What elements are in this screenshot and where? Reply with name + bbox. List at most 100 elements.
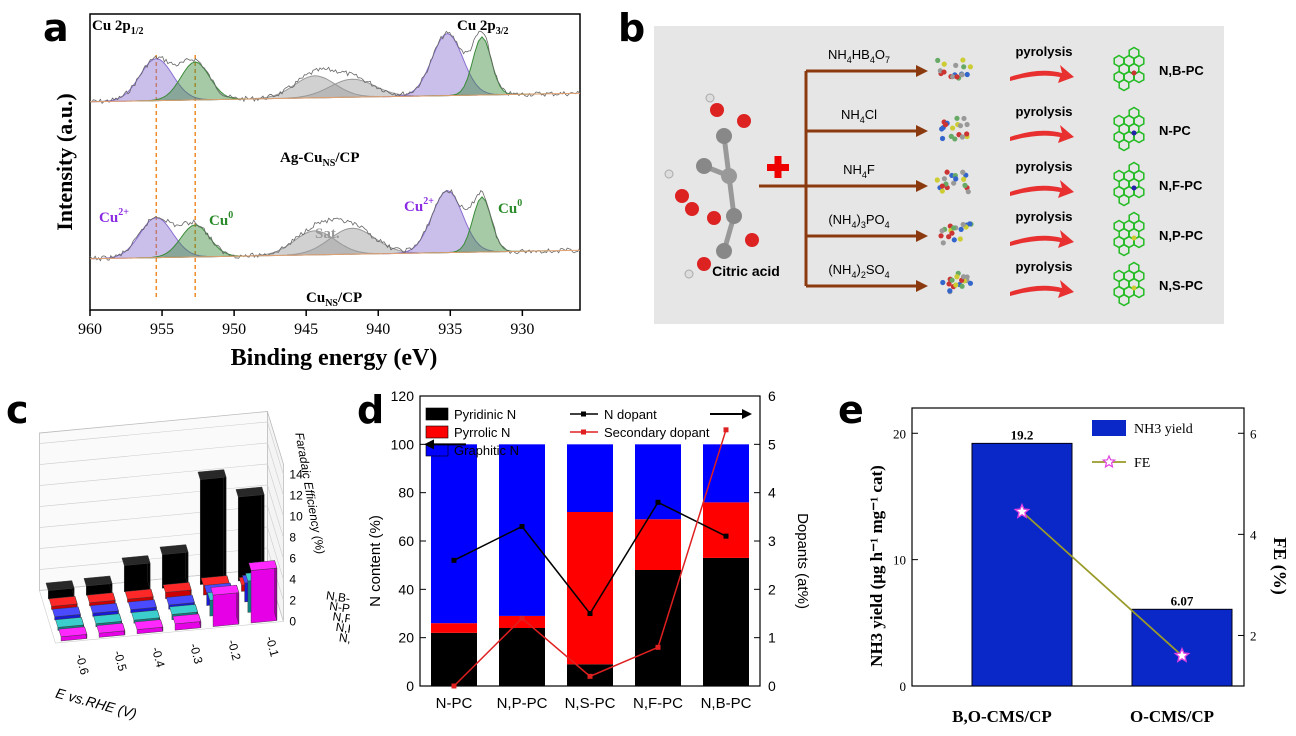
- cu2p32-label: Cu 2p3/2: [457, 18, 509, 37]
- grid-line: [39, 526, 284, 580]
- y2-tick-label: 0: [768, 678, 776, 694]
- xps-tick-label: 950: [222, 321, 246, 338]
- legend-label: N dopant: [604, 407, 657, 422]
- xps-baseline-cuns: [89, 249, 581, 260]
- y2-tick-label: 6: [1250, 426, 1257, 441]
- y2-tick-label: 2: [1250, 628, 1257, 643]
- stacked-bar-segment: [499, 444, 545, 616]
- fe-bar: [197, 469, 227, 585]
- catalyst-axis-label: N-PC: [328, 599, 350, 617]
- fe-bar: [45, 580, 75, 600]
- pyrolysis-arrow-icon: [1010, 280, 1074, 298]
- fe-z-tick-label: 10: [289, 509, 303, 523]
- xps-tick-label: 960: [78, 321, 102, 338]
- crystal-structure-icon: [938, 221, 974, 246]
- arrow-right-icon: [742, 409, 752, 419]
- x-tick-label: O-CMS/CP: [1130, 707, 1214, 726]
- arrow-left-icon: [424, 439, 434, 450]
- y-tick-label: 10: [893, 553, 906, 568]
- nh3-y-label: NH3 yield (μg h⁻¹ mg⁻¹ cat): [867, 465, 886, 667]
- cu2-label-left: Cu2+: [99, 207, 129, 226]
- fe-bar: [235, 486, 265, 582]
- y-tick-label: 60: [398, 533, 414, 549]
- reagent-label: (NH4)3PO4: [828, 212, 889, 230]
- fe-bar: [248, 560, 278, 624]
- y2-tick-label: 2: [768, 581, 776, 597]
- product-label: N-PC: [1159, 123, 1191, 138]
- grid-line: [39, 484, 284, 538]
- panel-label-a: a: [43, 6, 69, 50]
- dopant-point: [723, 533, 729, 539]
- fe-bar: [90, 603, 119, 617]
- y-tick-label: 0: [900, 679, 907, 694]
- grid-line: [39, 547, 284, 601]
- product-label: N,P-PC: [1159, 228, 1204, 243]
- grid-line: [39, 421, 284, 475]
- dopant-point: [655, 499, 661, 505]
- stacked-bar-segment: [635, 570, 681, 686]
- grid-line: [39, 505, 284, 559]
- x-tick-label: N,F-PC: [633, 695, 683, 712]
- fe-bar: [55, 617, 84, 631]
- fe-z-tick-label: 14: [289, 467, 303, 481]
- n-content-chart: 0 20 40 60 80 100 120 0 1 2 3 4 5 6 N-PC N,P-PC N,S-PC N,…: [367, 388, 811, 712]
- stacked-bar-segment: [635, 519, 681, 570]
- xps-baseline-ag-cuns: [89, 92, 581, 103]
- fe-3d-labels: 02468101214N,B-PCN-PCN,F-PCN,P-PCN,S-PC-…: [73, 467, 350, 676]
- xps-x-axis-label: Binding energy (eV): [231, 345, 438, 371]
- catalyst-axis-label: N,S-PC: [338, 630, 350, 650]
- fe-3d-bars: [45, 469, 278, 642]
- y-tick-label: 20: [893, 426, 906, 441]
- fe-bar: [210, 584, 240, 627]
- product-label: N,S-PC: [1159, 278, 1204, 293]
- fe-bar: [52, 606, 81, 621]
- fe-3d-bar-chart: 02468101214N,B-PCN-PCN,F-PCN,P-PCN,S-PC-…: [39, 411, 350, 722]
- y2-tick-label: 5: [768, 436, 776, 452]
- fe-z-tick-label: 0: [289, 614, 296, 628]
- y-tick-label: 120: [391, 388, 415, 404]
- nh3-yield-plot: 0 10 20 2 4 6 19.2 B,O-CMS/CP 6.07 O-CMS/CP NH3 yi…: [893, 407, 1257, 726]
- crystal-structure-icon: [934, 169, 971, 195]
- dopants-y-label: Dopants (at%): [794, 513, 811, 609]
- xps-spectra-chart: 960 955 950 945 940 935 930 Cu 2p1/2 Cu 2p3/2 …: [52, 13, 581, 371]
- legend-marker: [581, 429, 586, 435]
- xps-tick-label: 930: [510, 321, 534, 338]
- cu0-label-left: Cu0: [209, 210, 233, 229]
- legend-label: NH3 yield: [1134, 422, 1193, 437]
- cu0-label-right: Cu0: [498, 198, 522, 217]
- stacked-bar-segment: [703, 502, 749, 558]
- xps-curves: [89, 30, 581, 300]
- catalyst-axis-label: N,B-PC: [325, 588, 350, 608]
- scheme-rows: NH4HB4O7 pyrolysis N,B-PC NH4Cl pyrolysis N-P…: [759, 44, 1204, 307]
- potential-axis-label: -0.3: [187, 642, 206, 666]
- grid-line: [39, 442, 284, 496]
- legend-label: Pyrrolic N: [454, 425, 510, 440]
- arrowhead-icon: [916, 230, 928, 242]
- y-tick-label: 100: [391, 436, 415, 452]
- scheme-graphic: Citric acid NH4HB4O7 pyrolysis N,B-PC NH4Cl…: [664, 44, 1204, 307]
- yield-bar: [971, 442, 1073, 687]
- crystal-structure-icon: [940, 270, 974, 295]
- cu2-label-right: Cu2+: [404, 196, 434, 215]
- y-tick-label: 0: [406, 678, 414, 694]
- citric-acid-molecule: [664, 93, 759, 279]
- dopant-point: [451, 557, 457, 563]
- x-tick-label: N-PC: [436, 695, 473, 712]
- pyrolysis-label: pyrolysis: [1015, 209, 1072, 224]
- pyrolysis-arrow-icon: [1010, 125, 1074, 143]
- x-tick-label: N,S-PC: [565, 695, 616, 712]
- stacked-bar-segment: [499, 615, 545, 628]
- floor: [39, 568, 284, 644]
- xps-tick-label: 940: [366, 321, 390, 338]
- bar-value-label: 19.2: [1011, 427, 1034, 442]
- fe-bar: [121, 555, 151, 593]
- back-wall: [39, 411, 268, 591]
- n-content-y-label: N content (%): [367, 515, 384, 607]
- doped-carbon-icon: [1113, 211, 1145, 257]
- arrowhead-icon: [916, 65, 928, 77]
- pyrolysis-arrow-icon: [1010, 65, 1074, 83]
- sample-label-cuns: CuNS/CP: [306, 290, 362, 309]
- xps-tick-label: 955: [150, 321, 174, 338]
- y2-tick-label: 1: [768, 630, 776, 646]
- legend-star-icon: [1101, 454, 1117, 469]
